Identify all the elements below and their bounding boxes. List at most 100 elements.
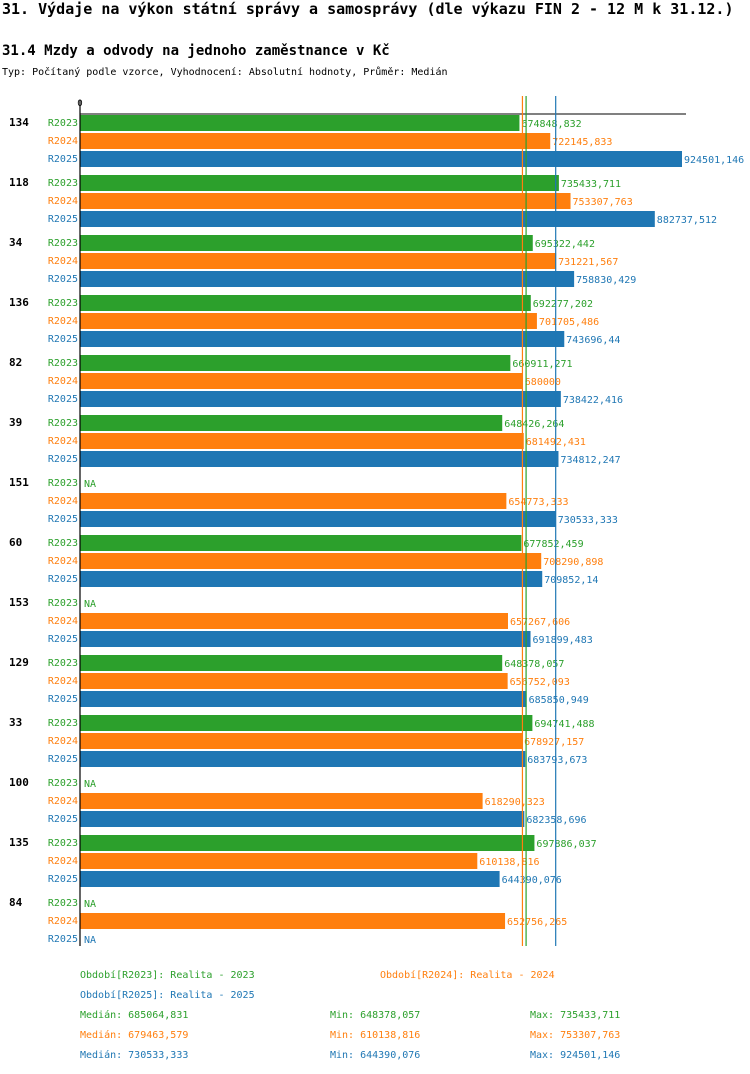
value-label-34-R2024: 731221,567 — [558, 257, 618, 268]
bar-34-R2023 — [80, 235, 533, 251]
series-label-134-R2023: R2023 — [48, 118, 78, 129]
series-label-136-R2024: R2024 — [48, 316, 78, 327]
bar-60-R2024 — [80, 553, 542, 569]
bar-100-R2025 — [80, 811, 525, 827]
series-label-151-R2023: R2023 — [48, 478, 78, 489]
group-label-39: 39 — [9, 416, 22, 429]
series-label-151-R2024: R2024 — [48, 496, 78, 507]
value-label-136-R2024: 701705,486 — [539, 317, 599, 328]
series-label-84-R2023: R2023 — [48, 898, 78, 909]
series-label-39-R2024: R2024 — [48, 436, 78, 447]
bar-129-R2025 — [80, 691, 527, 707]
bar-136-R2023 — [80, 295, 531, 311]
value-label-151-R2023: NA — [84, 479, 96, 490]
bar-82-R2023 — [80, 355, 511, 371]
series-label-135-R2023: R2023 — [48, 838, 78, 849]
chart-meta: Typ: Počítaný podle vzorce, Vyhodnocení:… — [2, 67, 448, 78]
value-label-153-R2023: NA — [84, 599, 96, 610]
series-label-33-R2025: R2025 — [48, 754, 78, 765]
series-label-136-R2025: R2025 — [48, 334, 78, 345]
bar-136-R2025 — [80, 331, 565, 347]
series-label-84-R2024: R2024 — [48, 916, 78, 927]
series-label-118-R2025: R2025 — [48, 214, 78, 225]
stat-min-2023: Min: 648378,057 — [330, 1010, 421, 1021]
value-label-82-R2023: 660911,271 — [512, 359, 572, 370]
series-label-151-R2025: R2025 — [48, 514, 78, 525]
value-label-82-R2024: 680000 — [525, 377, 561, 388]
bar-153-R2025 — [80, 631, 531, 647]
series-label-82-R2023: R2023 — [48, 358, 78, 369]
stat-max-2025: Max: 924501,146 — [530, 1050, 621, 1061]
bar-34-R2025 — [80, 271, 575, 287]
group-label-129: 129 — [9, 656, 29, 669]
series-label-134-R2025: R2025 — [48, 154, 78, 165]
bar-118-R2023 — [80, 175, 559, 191]
value-label-136-R2023: 692277,202 — [533, 299, 593, 310]
value-label-39-R2025: 734812,247 — [560, 455, 620, 466]
value-label-100-R2025: 682358,696 — [526, 815, 586, 826]
bar-151-R2025 — [80, 511, 556, 527]
series-label-153-R2023: R2023 — [48, 598, 78, 609]
stat-min-2025: Min: 644390,076 — [330, 1050, 421, 1061]
legend-period-2025: Období[R2025]: Realita - 2025 — [80, 990, 255, 1001]
value-label-151-R2025: 730533,333 — [558, 515, 618, 526]
value-label-34-R2025: 758830,429 — [576, 275, 636, 286]
series-label-33-R2023: R2023 — [48, 718, 78, 729]
value-label-135-R2024: 610138,816 — [479, 857, 539, 868]
group-label-60: 60 — [9, 536, 22, 549]
stat-max-2024: Max: 753307,763 — [530, 1030, 621, 1041]
value-label-33-R2024: 678927,157 — [524, 737, 584, 748]
value-label-134-R2025: 924501,146 — [684, 155, 744, 166]
value-label-82-R2025: 738422,416 — [563, 395, 623, 406]
value-label-129-R2025: 685850,949 — [529, 695, 589, 706]
group-label-135: 135 — [9, 836, 29, 849]
series-label-82-R2024: R2024 — [48, 376, 78, 387]
bar-135-R2025 — [80, 871, 500, 887]
value-label-84-R2024: 652756,265 — [507, 917, 567, 928]
stat-min-2024: Min: 610138,816 — [330, 1030, 421, 1041]
bar-129-R2023 — [80, 655, 503, 671]
bar-39-R2023 — [80, 415, 503, 431]
bar-chart: 0134R2023674848,832R2024722145,833R20259… — [9, 96, 744, 946]
bar-153-R2024 — [80, 613, 508, 629]
bar-39-R2024 — [80, 433, 524, 449]
bar-33-R2024 — [80, 733, 523, 749]
value-label-135-R2025: 644390,076 — [502, 875, 562, 886]
bar-136-R2024 — [80, 313, 537, 329]
group-label-134: 134 — [9, 116, 29, 129]
series-label-100-R2025: R2025 — [48, 814, 78, 825]
bar-151-R2024 — [80, 493, 507, 509]
bar-82-R2024 — [80, 373, 523, 389]
series-label-153-R2025: R2025 — [48, 634, 78, 645]
bar-134-R2024 — [80, 133, 551, 149]
series-label-39-R2023: R2023 — [48, 418, 78, 429]
series-label-134-R2024: R2024 — [48, 136, 78, 147]
stat-median-2024: Medián: 679463,579 — [80, 1030, 189, 1041]
bar-135-R2024 — [80, 853, 478, 869]
bar-134-R2025 — [80, 151, 682, 167]
value-label-129-R2024: 656752,093 — [510, 677, 570, 688]
bar-34-R2024 — [80, 253, 557, 269]
legend-period-2024: Období[R2024]: Realita - 2024 — [380, 970, 555, 981]
series-label-34-R2024: R2024 — [48, 256, 78, 267]
series-label-153-R2024: R2024 — [48, 616, 78, 627]
value-label-34-R2023: 695322,442 — [535, 239, 595, 250]
value-label-135-R2023: 697886,037 — [536, 839, 596, 850]
series-label-34-R2023: R2023 — [48, 238, 78, 249]
bar-118-R2025 — [80, 211, 655, 227]
value-label-33-R2025: 683793,673 — [527, 755, 587, 766]
series-label-129-R2025: R2025 — [48, 694, 78, 705]
value-label-100-R2023: NA — [84, 779, 96, 790]
bar-60-R2025 — [80, 571, 543, 587]
series-label-118-R2024: R2024 — [48, 196, 78, 207]
group-label-82: 82 — [9, 356, 22, 369]
bar-84-R2024 — [80, 913, 506, 929]
chart-title: 31. Výdaje na výkon státní správy a samo… — [2, 0, 734, 18]
group-label-151: 151 — [9, 476, 29, 489]
series-label-129-R2024: R2024 — [48, 676, 78, 687]
value-label-118-R2025: 882737,512 — [657, 215, 717, 226]
value-label-118-R2024: 753307,763 — [573, 197, 633, 208]
series-label-135-R2025: R2025 — [48, 874, 78, 885]
bar-129-R2024 — [80, 673, 508, 689]
value-label-100-R2024: 618290,323 — [485, 797, 545, 808]
